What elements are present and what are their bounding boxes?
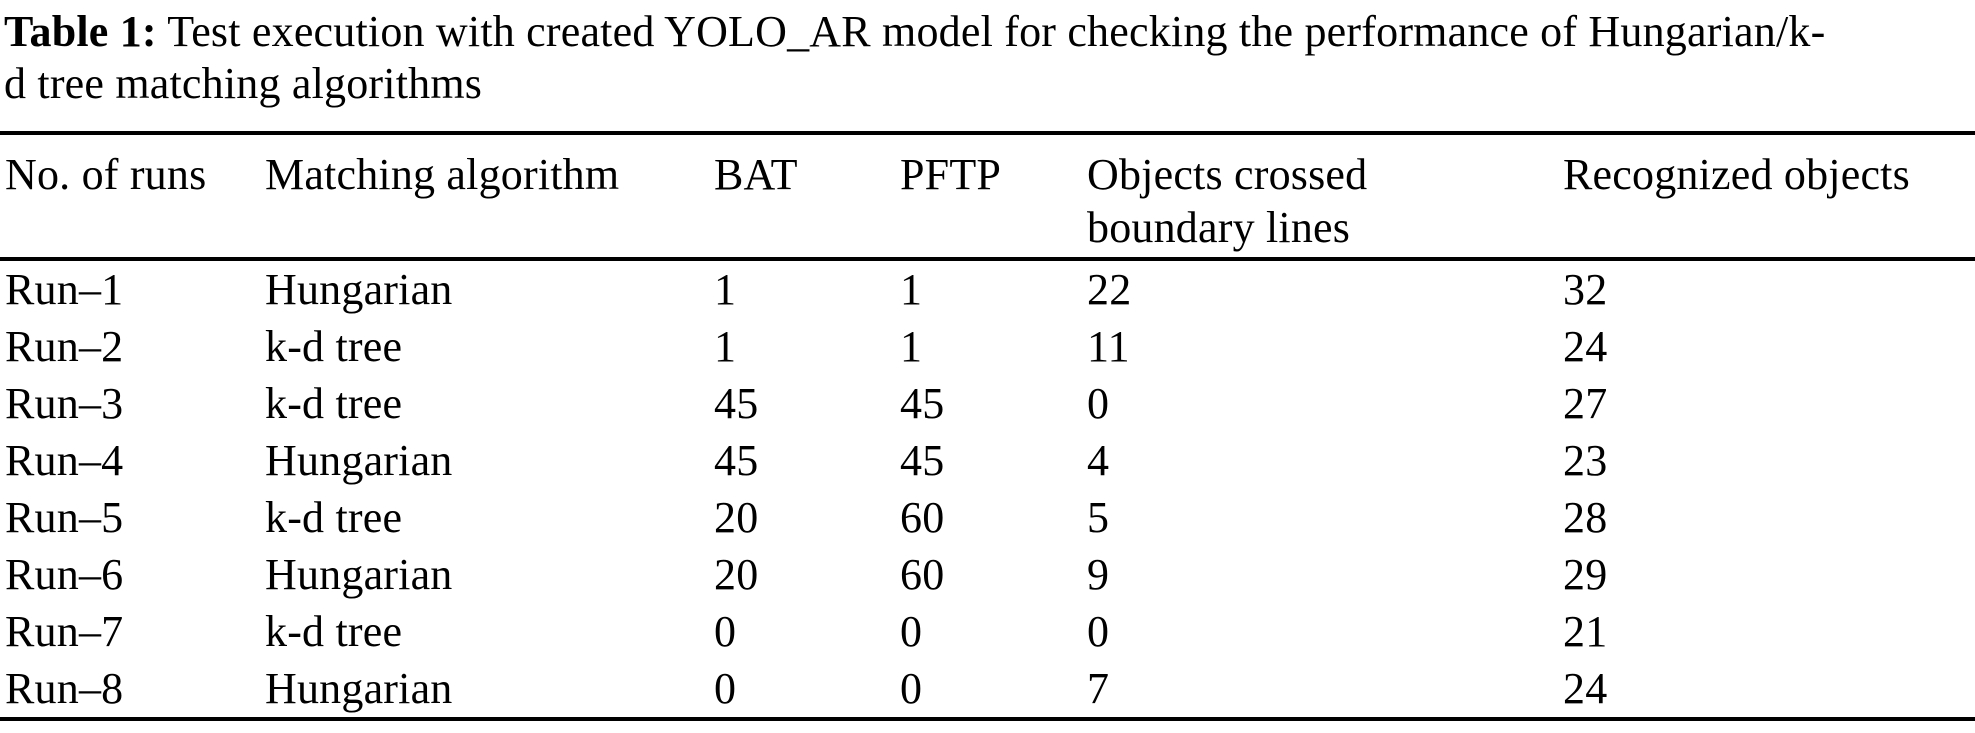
results-table: No. of runs Matching algorithm BAT PFTP …: [0, 131, 1975, 721]
pftp-cell: 60: [900, 550, 945, 599]
pftp-cell: 45: [900, 436, 945, 485]
bat-cell: 20: [714, 550, 759, 599]
recognized-cell: 29: [1563, 550, 1608, 599]
recognized-cell: 21: [1563, 607, 1608, 656]
run-cell: Run–3: [5, 379, 124, 428]
run-cell: Run–7: [5, 607, 124, 656]
col-header-matching-algorithm: Matching algorithm: [265, 133, 714, 261]
table-row: Run–7 k-d tree 0 0 0 21: [0, 603, 1975, 660]
table-header-row: No. of runs Matching algorithm BAT PFTP …: [0, 133, 1975, 261]
col-header-pftp: PFTP: [900, 133, 1087, 261]
run-cell: Run–6: [5, 550, 124, 599]
col-header-recognized-objects: Recognized objects: [1563, 133, 1975, 261]
run-cell: Run–4: [5, 436, 124, 485]
bat-cell: 1: [714, 322, 737, 371]
run-cell: Run–1: [5, 265, 124, 314]
algorithm-cell: k-d tree: [265, 379, 403, 428]
pftp-cell: 1: [900, 265, 923, 314]
crossed-cell: 9: [1087, 550, 1110, 599]
bat-cell: 0: [714, 607, 737, 656]
bat-cell: 45: [714, 379, 759, 428]
table-caption-text-line1: Test execution with created YOLO_AR mode…: [156, 7, 1826, 56]
run-cell: Run–5: [5, 493, 124, 542]
pftp-cell: 0: [900, 607, 923, 656]
table-caption: Table 1: Test execution with created YOL…: [0, 0, 1975, 110]
table-body: Run–1 Hungarian 1 1 22 32 Run–2 k-d tree…: [0, 259, 1975, 719]
table-caption-text-line2: d tree matching algorithms: [4, 59, 483, 108]
crossed-cell: 4: [1087, 436, 1110, 485]
col-header-no-of-runs: No. of runs: [0, 133, 265, 261]
algorithm-cell: k-d tree: [265, 322, 403, 371]
crossed-cell: 22: [1087, 265, 1132, 314]
pftp-cell: 60: [900, 493, 945, 542]
bat-cell: 20: [714, 493, 759, 542]
algorithm-cell: Hungarian: [265, 550, 453, 599]
pftp-cell: 45: [900, 379, 945, 428]
crossed-cell: 0: [1087, 607, 1110, 656]
bat-cell: 1: [714, 265, 737, 314]
pftp-cell: 0: [900, 664, 923, 713]
recognized-cell: 24: [1563, 664, 1608, 713]
crossed-cell: 11: [1087, 322, 1130, 371]
table-row: Run–2 k-d tree 1 1 11 24: [0, 318, 1975, 375]
table-row: Run–6 Hungarian 20 60 9 29: [0, 546, 1975, 603]
crossed-cell: 7: [1087, 664, 1110, 713]
crossed-cell: 0: [1087, 379, 1110, 428]
bat-cell: 45: [714, 436, 759, 485]
table-row: Run–4 Hungarian 45 45 4 23: [0, 432, 1975, 489]
table-row: Run–5 k-d tree 20 60 5 28: [0, 489, 1975, 546]
col-header-objects-crossed: Objects crossed boundary lines: [1087, 133, 1563, 261]
table-row: Run–8 Hungarian 0 0 7 24: [0, 660, 1975, 719]
recognized-cell: 28: [1563, 493, 1608, 542]
algorithm-cell: Hungarian: [265, 664, 453, 713]
pftp-cell: 1: [900, 322, 923, 371]
algorithm-cell: k-d tree: [265, 493, 403, 542]
bat-cell: 0: [714, 664, 737, 713]
table-caption-label: Table 1:: [4, 7, 157, 56]
recognized-cell: 24: [1563, 322, 1608, 371]
col-header-bat: BAT: [714, 133, 900, 261]
algorithm-cell: Hungarian: [265, 436, 453, 485]
run-cell: Run–8: [5, 664, 124, 713]
recognized-cell: 23: [1563, 436, 1608, 485]
algorithm-cell: k-d tree: [265, 607, 403, 656]
crossed-cell: 5: [1087, 493, 1110, 542]
recognized-cell: 27: [1563, 379, 1608, 428]
recognized-cell: 32: [1563, 265, 1608, 314]
table-row: Run–3 k-d tree 45 45 0 27: [0, 375, 1975, 432]
table-row: Run–1 Hungarian 1 1 22 32: [0, 259, 1975, 318]
algorithm-cell: Hungarian: [265, 265, 453, 314]
run-cell: Run–2: [5, 322, 124, 371]
